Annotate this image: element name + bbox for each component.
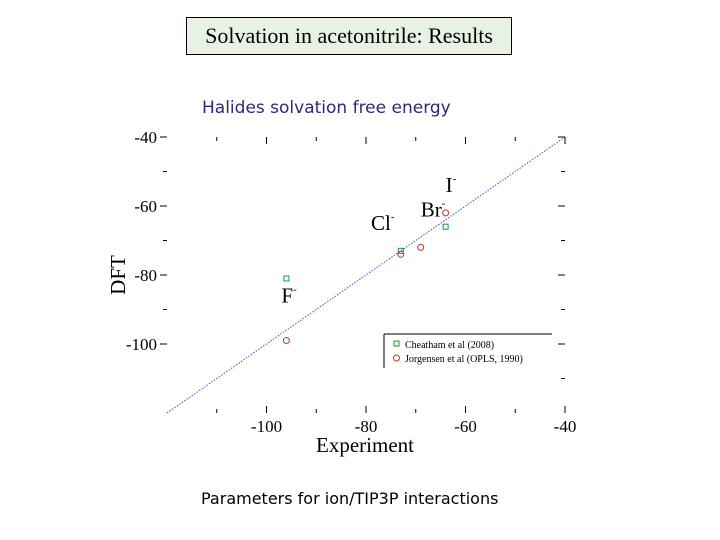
data-point-circle — [417, 243, 425, 251]
x-tick-label: -100 — [251, 417, 282, 436]
legend-label: Cheatham et al (2008) — [405, 340, 494, 351]
data-point-square — [442, 223, 449, 230]
data-point-circle — [397, 250, 405, 258]
x-axis-label: Experiment — [316, 433, 414, 457]
legend-marker-circle — [393, 354, 400, 362]
y-tick-label: -80 — [134, 266, 157, 285]
data-point-square — [397, 247, 404, 254]
ion-label: F- — [281, 284, 297, 308]
data-point-square — [283, 275, 290, 282]
y-axis-label: DFT — [106, 255, 130, 295]
y-tick-label: -100 — [126, 335, 157, 354]
data-point-circle — [282, 337, 290, 345]
ion-label: I- — [446, 173, 457, 197]
slide-caption: Parameters for ion/TIP3P interactions — [201, 489, 499, 508]
legend-marker-square — [393, 340, 400, 347]
legend-box — [384, 334, 552, 368]
y-tick-label: -40 — [134, 128, 157, 147]
x-tick-label: -60 — [454, 417, 477, 436]
chart-subtitle: Halides solvation free energy — [202, 98, 451, 118]
y-tick-label: -60 — [134, 197, 157, 216]
identity-line — [166, 136, 566, 414]
x-tick-label: -80 — [355, 417, 378, 436]
legend-label: Jorgensen et al (OPLS, 1990) — [405, 354, 523, 365]
x-tick-label: -40 — [554, 417, 577, 436]
slide-title: Solvation in acetonitrile: Results — [186, 17, 512, 55]
data-point-circle — [442, 209, 450, 217]
ion-label: Cl- — [371, 211, 395, 235]
ion-label: Br- — [421, 197, 446, 221]
